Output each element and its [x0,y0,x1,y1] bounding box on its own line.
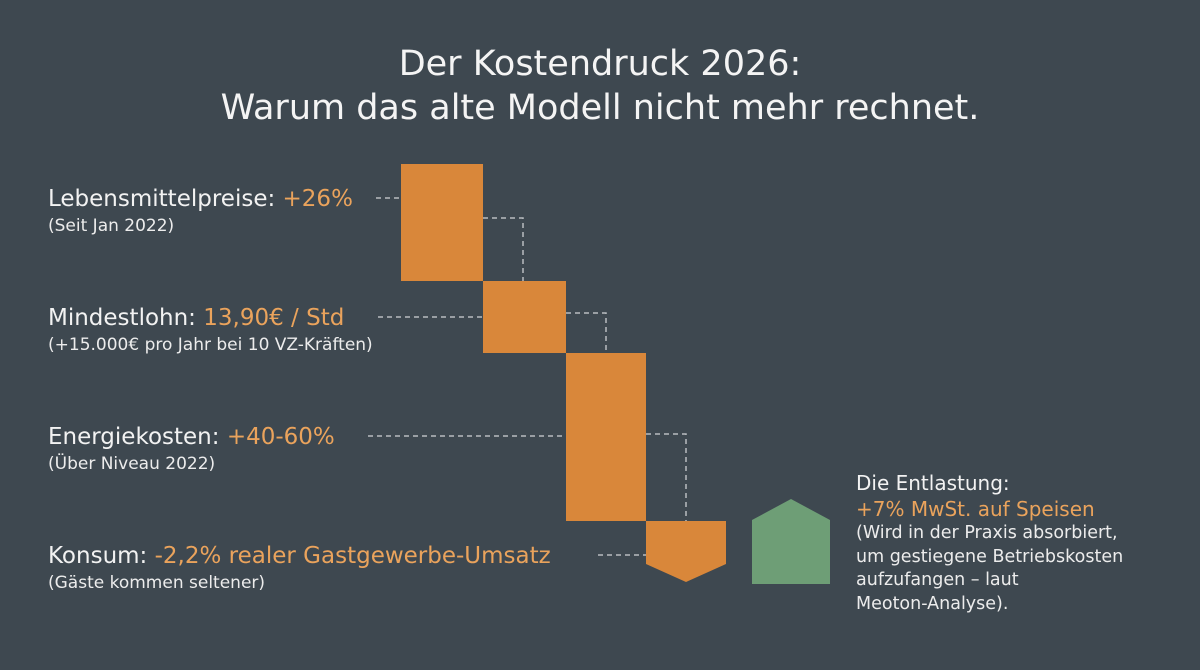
relief-heading: Die Entlastung: [856,471,1010,495]
factor-consumption: Konsum: -2,2% realer Gastgewerbe-Umsatz … [48,541,551,595]
factor-energy-costs: Energiekosten: +40-60% (Über Niveau 2022… [48,422,335,476]
factor-note: (Seit Jan 2022) [48,216,175,236]
step-connector-2 [566,312,607,353]
block-energy-costs [566,353,646,521]
factor-value: +40-60% [226,424,335,450]
relief-value: +7% MwSt. auf Speisen [856,497,1095,521]
factor-label: Lebensmittelpreise: [48,186,283,212]
block-relief [752,499,830,584]
factor-note: (Gäste kommen seltener) [48,573,266,593]
factor-value: -2,2% realer Gastgewerbe-Umsatz [154,543,551,569]
factor-label: Konsum: [48,543,155,569]
factor-note: (+15.000€ pro Jahr bei 10 VZ-Kräften) [48,335,373,355]
factor-food-prices: Lebensmittelpreise: +26% (Seit Jan 2022) [48,184,353,238]
title-line-2: Warum das alte Modell nicht mehr rechnet… [220,88,980,128]
step-connector-3 [646,433,687,521]
title-line-1: Der Kostendruck 2026: [398,44,802,84]
factor-note: (Über Niveau 2022) [48,454,216,474]
factor-value: +26% [282,186,353,212]
page-title: Der Kostendruck 2026: Warum das alte Mod… [0,42,1200,130]
factor-value: 13,90€ / Std [203,305,345,331]
block-minimum-wage [483,281,566,353]
relief-panel: Die Entlastung: +7% MwSt. auf Speisen (W… [856,470,1123,616]
factor-minimum-wage: Mindestlohn: 13,90€ / Std (+15.000€ pro … [48,303,373,357]
relief-note: (Wird in der Praxis absorbiert, um gesti… [856,523,1124,614]
step-connector-1 [483,217,524,281]
block-consumption [646,521,726,582]
factor-label: Mindestlohn: [48,305,204,331]
factor-label: Energiekosten: [48,424,227,450]
block-food-prices [401,164,483,281]
